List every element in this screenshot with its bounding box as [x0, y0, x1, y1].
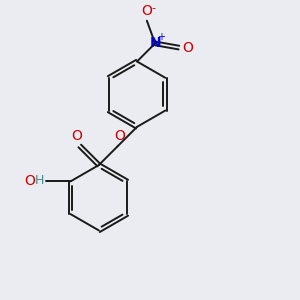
- Text: O: O: [114, 129, 125, 143]
- Text: O: O: [141, 4, 152, 18]
- Text: O: O: [182, 40, 193, 55]
- Text: H: H: [35, 174, 44, 187]
- Text: +: +: [158, 32, 165, 42]
- Text: N: N: [149, 36, 161, 50]
- Text: O: O: [25, 174, 36, 188]
- Text: O: O: [71, 129, 82, 143]
- Text: -: -: [151, 3, 155, 13]
